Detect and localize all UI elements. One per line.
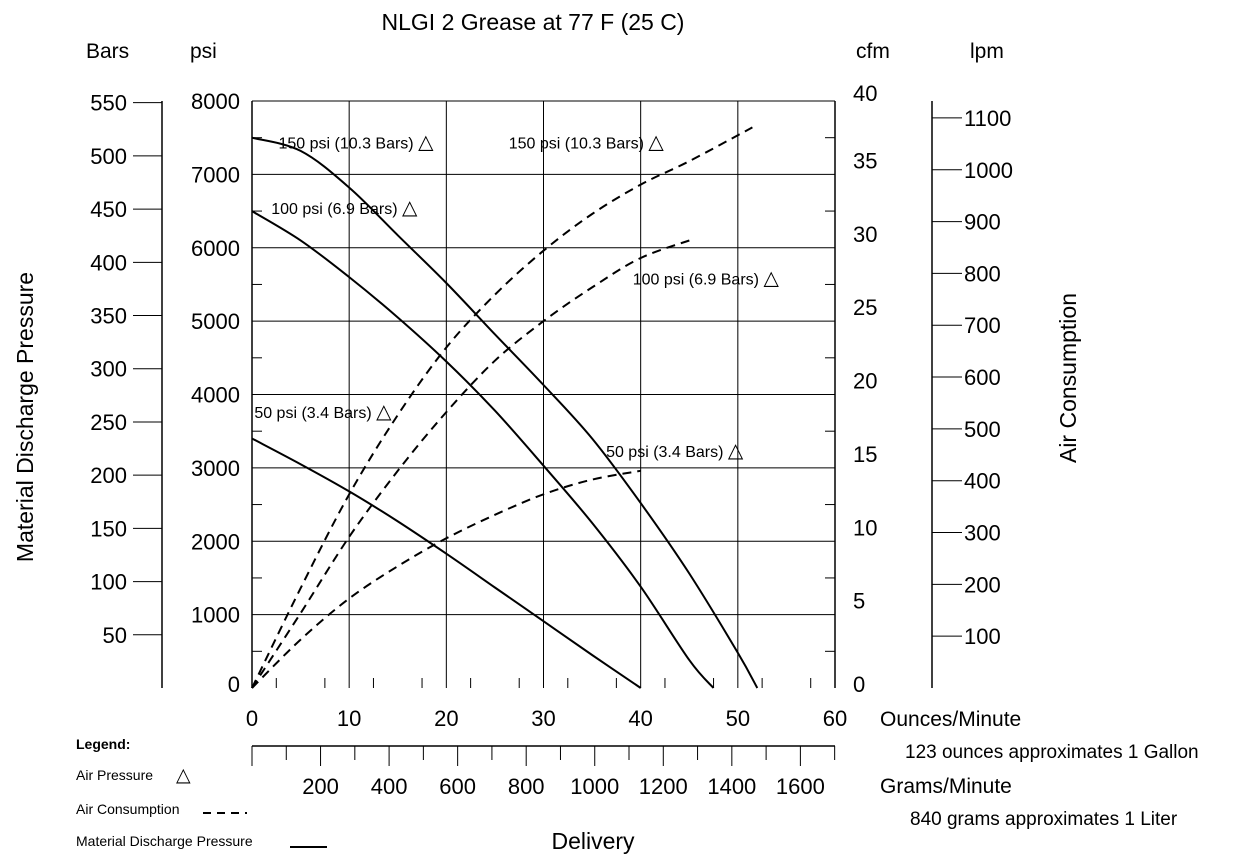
grams-tick-label: 200	[302, 774, 339, 799]
grams-tick-label: 1000	[570, 774, 619, 799]
series-annotation: 50 psi (3.4 Bars) △	[606, 440, 744, 462]
grams-tick-label: 1400	[707, 774, 756, 799]
ounces-tick-label: 10	[337, 706, 361, 731]
psi-tick-label: 2000	[191, 529, 240, 554]
material-pressure-curve-150psi	[251, 136, 759, 689]
lpm-tick-label: 100	[964, 624, 1001, 649]
psi-tick-label: 6000	[191, 236, 240, 261]
grams-tick-label: 400	[371, 774, 408, 799]
series-annotation: 150 psi (10.3 Bars) △	[278, 132, 434, 154]
y-axis-left-label: Material Discharge Pressure	[12, 272, 38, 562]
cfm-tick-label: 40	[853, 81, 877, 106]
ounces-conversion-note: 123 ounces approximates 1 Gallon	[905, 742, 1199, 763]
bars-tick-label: 350	[90, 304, 127, 329]
psi-tick-label: 0	[228, 672, 240, 697]
lpm-tick-label: 800	[964, 261, 1001, 286]
lpm-unit-label: lpm	[970, 40, 1004, 63]
psi-tick-label: 4000	[191, 383, 240, 408]
series-annotation: 100 psi (6.9 Bars) △	[271, 197, 418, 219]
legend-title: Legend:	[76, 736, 130, 752]
cfm-tick-label: 10	[853, 515, 877, 540]
ounces-unit-label: Ounces/Minute	[880, 708, 1021, 731]
y-axis-right-label: Air Consumption	[1055, 293, 1081, 463]
psi-tick-label: 1000	[191, 603, 240, 628]
psi-axis: 1000 2000 3000 4000 5000 6000 7000 8000 0	[191, 89, 253, 697]
legend-label-air-pressure: Air Pressure	[76, 767, 153, 783]
lpm-tick-label: 900	[964, 210, 1001, 235]
cfm-axis: 0 5 10 15 20 25 30 35 40	[834, 81, 877, 697]
lpm-axis: 100 200 300 400 500 600 700 800 900 1000 1100	[931, 101, 1013, 688]
psi-tick-label: 7000	[191, 162, 240, 187]
lpm-tick-label: 700	[964, 313, 1001, 338]
cfm-tick-label: 15	[853, 442, 877, 467]
grid	[252, 101, 835, 688]
delivery-label: Delivery	[551, 828, 635, 854]
cfm-unit-label: cfm	[856, 40, 890, 63]
psi-unit-label: psi	[190, 40, 217, 63]
ounces-tick-label: 30	[531, 706, 555, 731]
bars-tick-label: 250	[90, 410, 127, 435]
bars-axis: 50 100 150 200 250 300 350 400 450 500 550	[90, 91, 163, 688]
series-annotation: 100 psi (6.9 Bars) △	[633, 267, 780, 289]
lpm-tick-label: 400	[964, 469, 1001, 494]
curves	[251, 126, 759, 689]
ounces-tick-label: 60	[823, 706, 847, 731]
psi-tick-label: 5000	[191, 309, 240, 334]
cfm-tick-label: 35	[853, 148, 877, 173]
lpm-tick-label: 1000	[964, 158, 1013, 183]
grams-tick-label: 800	[508, 774, 545, 799]
bars-tick-label: 500	[90, 144, 127, 169]
lpm-tick-label: 200	[964, 572, 1001, 597]
lpm-tick-label: 600	[964, 365, 1001, 390]
material-pressure-curve-100psi	[251, 210, 715, 689]
cfm-tick-label: 30	[853, 222, 877, 247]
ounces-tick-label: 0	[246, 706, 258, 731]
bars-tick-label: 300	[90, 357, 127, 382]
series-annotation: 150 psi (10.3 Bars) △	[509, 132, 665, 154]
grams-tick-label: 600	[439, 774, 476, 799]
bars-tick-label: 50	[103, 623, 127, 648]
annotations: 150 psi (10.3 Bars) △ 150 psi (10.3 Bars)…	[254, 132, 779, 462]
legend-label-material-discharge-pressure: Material Discharge Pressure	[76, 833, 253, 849]
cfm-tick-label: 25	[853, 295, 877, 320]
ounces-tick-label: 40	[628, 706, 652, 731]
grams-tick-label: 1200	[639, 774, 688, 799]
bars-tick-label: 450	[90, 197, 127, 222]
air-consumption-curve-100psi	[251, 237, 695, 689]
lpm-tick-label: 500	[964, 417, 1001, 442]
air-consumption-curve-150psi	[251, 126, 753, 689]
bars-tick-label: 100	[90, 570, 127, 595]
ounces-tick-label: 20	[434, 706, 458, 731]
legend: Legend: Air Pressure △ Air Consumption M…	[76, 736, 327, 849]
bars-tick-label: 200	[90, 463, 127, 488]
legend-air-pressure-symbol: △	[176, 765, 191, 786]
ounces-tick-label: 50	[726, 706, 750, 731]
grams-conversion-note: 840 grams approximates 1 Liter	[910, 809, 1178, 830]
cfm-tick-label: 20	[853, 369, 877, 394]
bars-tick-label: 400	[90, 250, 127, 275]
air-consumption-curve-50psi	[251, 469, 641, 689]
bars-tick-label: 550	[90, 91, 127, 116]
chart-title: NLGI 2 Grease at 77 F (25 C)	[382, 9, 685, 35]
psi-tick-label: 8000	[191, 89, 240, 114]
bars-tick-label: 150	[90, 516, 127, 541]
lpm-tick-label: 300	[964, 521, 1001, 546]
grams-axis: 200 400 600 800 1000 1200 1400 1600	[251, 745, 836, 799]
grams-tick-label: 1600	[776, 774, 825, 799]
material-pressure-curve-50psi	[251, 437, 642, 689]
psi-tick-label: 3000	[191, 456, 240, 481]
cfm-tick-label: 0	[853, 672, 865, 697]
cfm-tick-label: 5	[853, 589, 865, 614]
series-annotation: 50 psi (3.4 Bars) △	[254, 401, 392, 423]
grams-unit-label: Grams/Minute	[880, 775, 1012, 798]
legend-label-air-consumption: Air Consumption	[76, 801, 180, 817]
bars-unit-label: Bars	[86, 40, 129, 63]
ounces-axis: 0 10 20 30 40 50 60	[246, 100, 847, 731]
lpm-tick-label: 1100	[964, 106, 1011, 131]
